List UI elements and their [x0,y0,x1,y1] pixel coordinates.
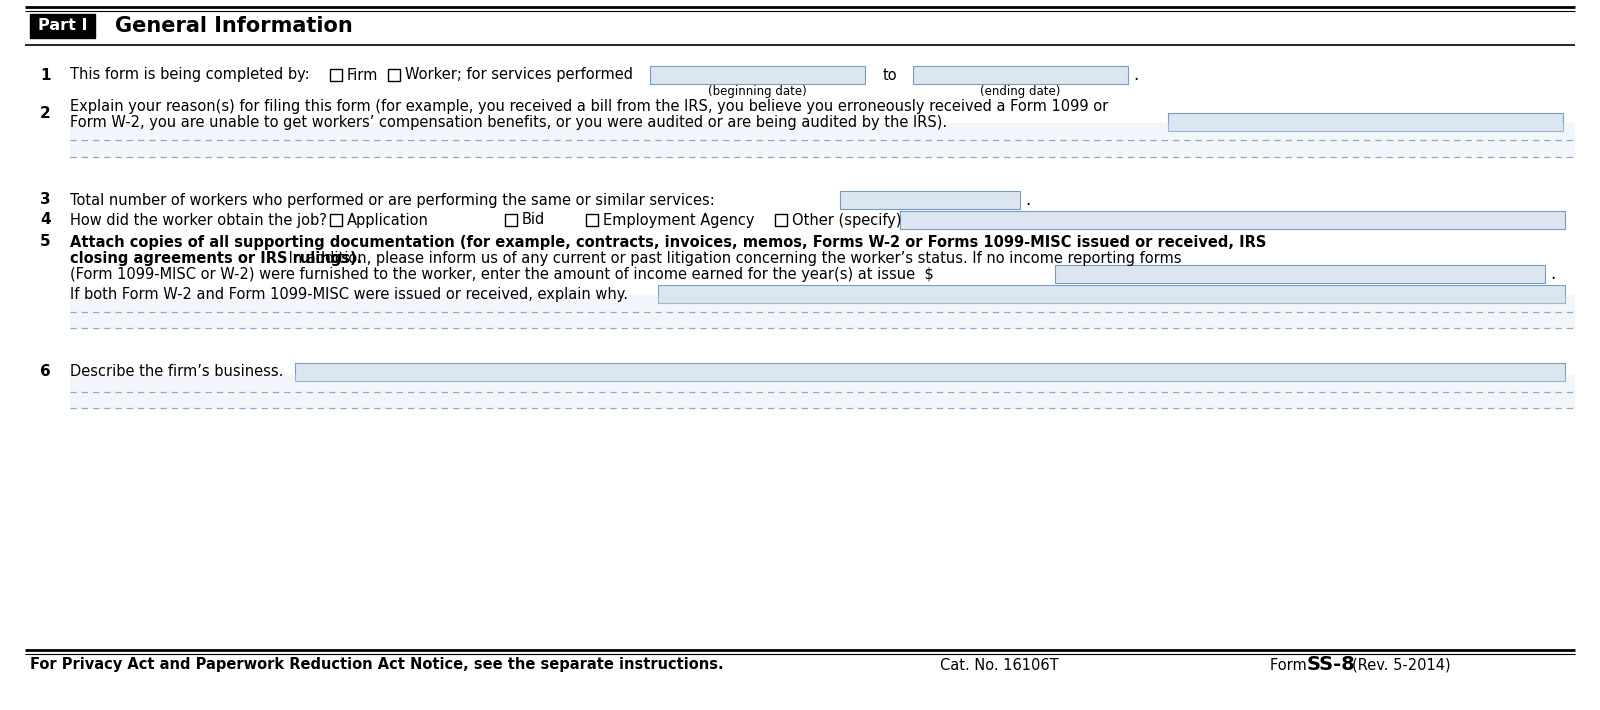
Text: Employment Agency: Employment Agency [603,212,755,227]
Text: (beginning date): (beginning date) [709,84,806,97]
Text: Form W-2, you are unable to get workers’ compensation benefits, or you were audi: Form W-2, you are unable to get workers’… [70,114,947,129]
Bar [506,214,517,226]
Text: Application: Application [347,212,429,227]
Text: If both Form W-2 and Form 1099-MISC were issued or received, explain why.: If both Form W-2 and Form 1099-MISC were… [70,287,627,302]
Bar [650,66,866,84]
Text: How did the worker obtain the job?: How did the worker obtain the job? [70,212,326,227]
Text: Worker; for services performed: Worker; for services performed [405,67,634,82]
Text: .: . [1133,66,1138,84]
Bar [330,69,342,81]
Text: Other (specify): Other (specify) [792,212,901,227]
Bar [774,214,787,226]
Bar [1168,113,1563,131]
Text: (Rev. 5-2014): (Rev. 5-2014) [1352,657,1451,672]
Text: Form: Form [1270,657,1312,672]
Text: to: to [883,67,898,82]
Text: (Form 1099-MISC or W-2) were furnished to the worker, enter the amount of income: (Form 1099-MISC or W-2) were furnished t… [70,266,934,281]
Bar [30,14,94,38]
Text: 4: 4 [40,212,51,227]
Bar [586,214,598,226]
Text: This form is being completed by:: This form is being completed by: [70,67,310,82]
Text: 2: 2 [40,106,51,121]
Text: Cat. No. 16106T: Cat. No. 16106T [941,657,1059,672]
Bar [658,285,1565,303]
Bar [330,214,342,226]
Text: 6: 6 [40,364,51,380]
Text: closing agreements or IRS rulings).: closing agreements or IRS rulings). [70,251,362,266]
Text: Attach copies of all supporting documentation (for example, contracts, invoices,: Attach copies of all supporting document… [70,234,1266,249]
Text: General Information: General Information [115,16,352,36]
Bar [294,363,1565,381]
Text: Part I: Part I [38,18,88,33]
Bar [70,123,1574,158]
Text: Describe the firm’s business.: Describe the firm’s business. [70,364,283,380]
Text: Firm: Firm [347,67,378,82]
Text: .: . [1026,191,1030,209]
Bar [914,66,1128,84]
Bar [387,69,400,81]
Text: 3: 3 [40,192,51,207]
Bar [1054,265,1546,283]
Text: For Privacy Act and Paperwork Reduction Act Notice, see the separate instruction: For Privacy Act and Paperwork Reduction … [30,657,723,672]
Bar [899,211,1565,229]
Text: 5: 5 [40,234,51,249]
Bar [70,295,1574,329]
Bar [840,191,1021,209]
Text: Bid: Bid [522,212,546,227]
Bar [70,375,1574,409]
Text: (ending date): (ending date) [981,84,1061,97]
Text: SS-8: SS-8 [1307,655,1355,674]
Text: Total number of workers who performed or are performing the same or similar serv: Total number of workers who performed or… [70,192,715,207]
Text: In addition, please inform us of any current or past litigation concerning the w: In addition, please inform us of any cur… [283,251,1181,266]
Text: 1: 1 [40,67,51,82]
Text: Explain your reason(s) for filing this form (for example, you received a bill fr: Explain your reason(s) for filing this f… [70,99,1109,114]
Text: .: . [1550,265,1555,283]
